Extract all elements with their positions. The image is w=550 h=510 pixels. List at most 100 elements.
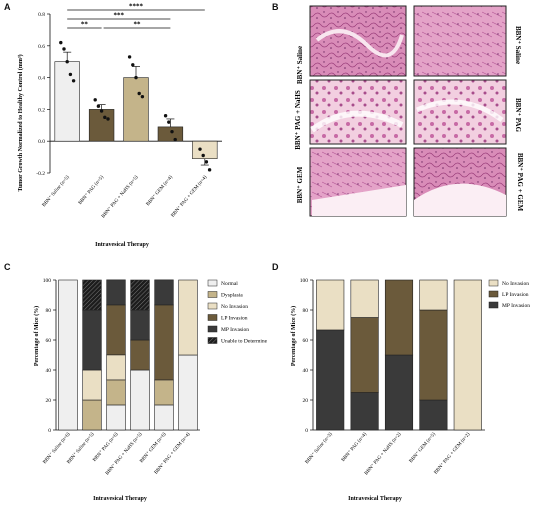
chart-a-point-1-3 — [103, 115, 107, 120]
histo-label-left-0: BBN⁺ Saline — [290, 40, 310, 90]
chart-a-xtick-label-2: BBN⁺ PAG + NaHS (n=5) — [100, 174, 139, 219]
histo-image-pag-nahs — [309, 79, 407, 145]
chart-d-legend-label-0: MP Invasion — [502, 303, 530, 309]
chart-d-seg-2-0 — [384, 354, 414, 431]
chart-a-point-3-0 — [163, 114, 168, 118]
chart-d-xlabel: Intravesical Therapy — [348, 496, 402, 502]
chart-c-seg-2-3 — [106, 304, 126, 356]
histology-panel: BBN⁺ Saline BBN⁺ PAG + NaHS BBN⁺ GEM — [272, 0, 550, 258]
chart-d-xtick-label-0: BBN⁺ Saline (n=3) — [304, 431, 334, 465]
chart-c-legend-swatch-0 — [207, 279, 218, 287]
chart-d-seg-1-1 — [350, 317, 379, 393]
chart-d-ytick-label-2: 40 — [303, 368, 309, 374]
chart-c-seg-2-2 — [106, 354, 126, 381]
chart-a-point-0-0 — [59, 40, 63, 45]
chart-a-xtick-label-1: BBN⁺ PAG (n=5) — [77, 174, 105, 206]
chart-a-sig-label-1: ** — [134, 21, 142, 29]
chart-c-seg-1-1 — [82, 399, 102, 431]
chart-a-xtick-label-0: BBN⁺ Saline (n=5) — [41, 174, 71, 208]
chart-c-seg-3-4 — [130, 309, 150, 341]
chart-d-seg-2-1 — [384, 279, 414, 356]
chart-a-point-4-0 — [198, 147, 202, 151]
chart-c-legend-label-5: Unable to Determine — [221, 339, 268, 345]
chart-c-ylabel: Percentage of Mice (%) — [33, 306, 40, 366]
chart-a-ylabel: Tumor Growth Normalized to Healthy Contr… — [17, 54, 24, 191]
chart-c-legend-swatch-3 — [207, 314, 218, 321]
histo-label-left-2-text: BBN⁺ GEM — [296, 166, 304, 203]
chart-c-xtick-label-4: BBN⁺ GEM (n=6) — [139, 431, 168, 464]
chart-c-ytick-label-1: 20 — [46, 398, 52, 404]
chart-c-legend-label-4: MP Invasion — [221, 327, 249, 333]
chart-c-ytick-label-3: 60 — [46, 338, 52, 344]
chart-c-legend-swatch-5 — [207, 337, 218, 344]
chart-c-seg-4-3 — [154, 304, 174, 381]
chart-a-point-4-3 — [207, 168, 212, 172]
chart-d-seg-0-2 — [316, 279, 345, 331]
chart-d-xtick-label-4: BBN⁺ PAG + GEM (n=2) — [433, 431, 472, 475]
chart-d-legend-swatch-0 — [488, 301, 499, 309]
chart-a-point-2-1 — [131, 63, 135, 67]
chart-a-xlabel: Intravesical Therapy — [95, 242, 149, 248]
chart-d-seg-3-2 — [419, 279, 448, 311]
chart-c-legend-label-3: LP Invasion — [221, 316, 248, 322]
panel-letter-c: C — [4, 262, 11, 272]
chart-c-seg-2-0 — [106, 404, 126, 431]
chart-a-bar-0 — [54, 61, 80, 142]
chart-a-sig-label-0: ** — [81, 21, 89, 29]
chart-d-legend-label-2: No Invasion — [502, 281, 529, 287]
chart-a-sig-label-3: **** — [129, 3, 144, 11]
chart-d-seg-3-1 — [419, 309, 448, 401]
chart-d-invasion-tumors: Percentage of Mice (%) Intravesical Ther… — [290, 278, 530, 502]
chart-a-ytick-label-0: -0.2 — [36, 171, 45, 177]
chart-a-point-2-0 — [127, 55, 132, 59]
chart-a-sig-label-2: *** — [114, 12, 125, 20]
chart-a-bar-2 — [123, 77, 149, 142]
histo-label-left-1-text: BBN⁺ PAG + NaHS — [294, 90, 302, 150]
panel-letter-a: A — [4, 2, 11, 12]
chart-a-point-3-3 — [173, 137, 177, 142]
histo-label-left-1: BBN⁺ PAG + NaHS — [282, 90, 310, 150]
panel-letter-d: D — [272, 262, 279, 272]
chart-a-point-0-1 — [62, 47, 66, 51]
chart-d-ytick-label-3: 60 — [303, 338, 309, 344]
chart-c-seg-1-4 — [82, 309, 102, 371]
chart-d-seg-4-2 — [453, 279, 482, 431]
chart-a-ytick-label-5: 0.8 — [38, 12, 45, 18]
chart-c-legend-label-2: No Invasion — [221, 304, 248, 310]
chart-d-xtick-label-3: BBN⁺ GEM (n=5) — [408, 431, 437, 464]
chart-a-ytick-label-4: 0.6 — [38, 44, 45, 50]
histo-label-right-0-text: BBN⁺ Saline — [514, 26, 522, 64]
chart-a-bar-1 — [88, 109, 115, 142]
chart-a-tumor-growth: Tumor Growth Normalized to Healthy Contr… — [17, 3, 222, 248]
chart-a-point-2-3 — [137, 91, 141, 96]
histo-label-right-1: BBN⁺ PAG — [508, 90, 528, 140]
chart-a-point-4-1 — [201, 153, 205, 158]
chart-a-point-0-2 — [65, 60, 69, 64]
chart-a-point-1-2 — [99, 109, 104, 113]
chart-d-xtick-label-2: BBN⁺ PAG + NaHS (n=2) — [363, 431, 402, 476]
chart-d-seg-1-2 — [350, 279, 379, 318]
panel-letter-b: B — [272, 2, 279, 12]
chart-d-ylabel: Percentage of Mice (%) — [290, 306, 297, 366]
chart-c-seg-3-3 — [130, 339, 150, 371]
chart-c-seg-2-4 — [106, 279, 126, 306]
chart-d-ytick-label-4: 80 — [303, 308, 309, 314]
chart-c-xtick-label-2: BBN⁺ PAG (n=6) — [92, 431, 120, 463]
histo-label-left-2: BBN⁺ GEM — [290, 155, 310, 215]
histo-label-right-2: BBN⁺ PAG + GEM — [508, 150, 544, 214]
chart-d-legend-swatch-2 — [488, 279, 499, 287]
histo-label-right-2-text: BBN⁺ PAG + GEM — [516, 153, 524, 212]
chart-c-ytick-label-2: 40 — [46, 368, 52, 374]
chart-c-seg-3-5 — [130, 279, 150, 311]
histo-label-right-0: BBN⁺ Saline — [508, 20, 528, 70]
chart-d-ytick-label-5: 100 — [300, 278, 309, 284]
chart-d-ytick-label-0: 0 — [305, 428, 308, 434]
chart-a-xtick-label-4: BBN⁺ PAG + GEM (n=4) — [170, 174, 209, 218]
chart-c-seg-1-2 — [82, 369, 102, 401]
chart-d-seg-1-0 — [350, 392, 379, 431]
chart-c-invasion-all: Percentage of Mice (%) Intravesical Ther… — [33, 278, 268, 502]
chart-d-ytick-label-1: 20 — [303, 398, 309, 404]
chart-d-legend-label-1: LP Invasion — [502, 292, 529, 298]
chart-d-seg-3-0 — [419, 399, 448, 431]
chart-a-point-3-2 — [170, 129, 174, 134]
